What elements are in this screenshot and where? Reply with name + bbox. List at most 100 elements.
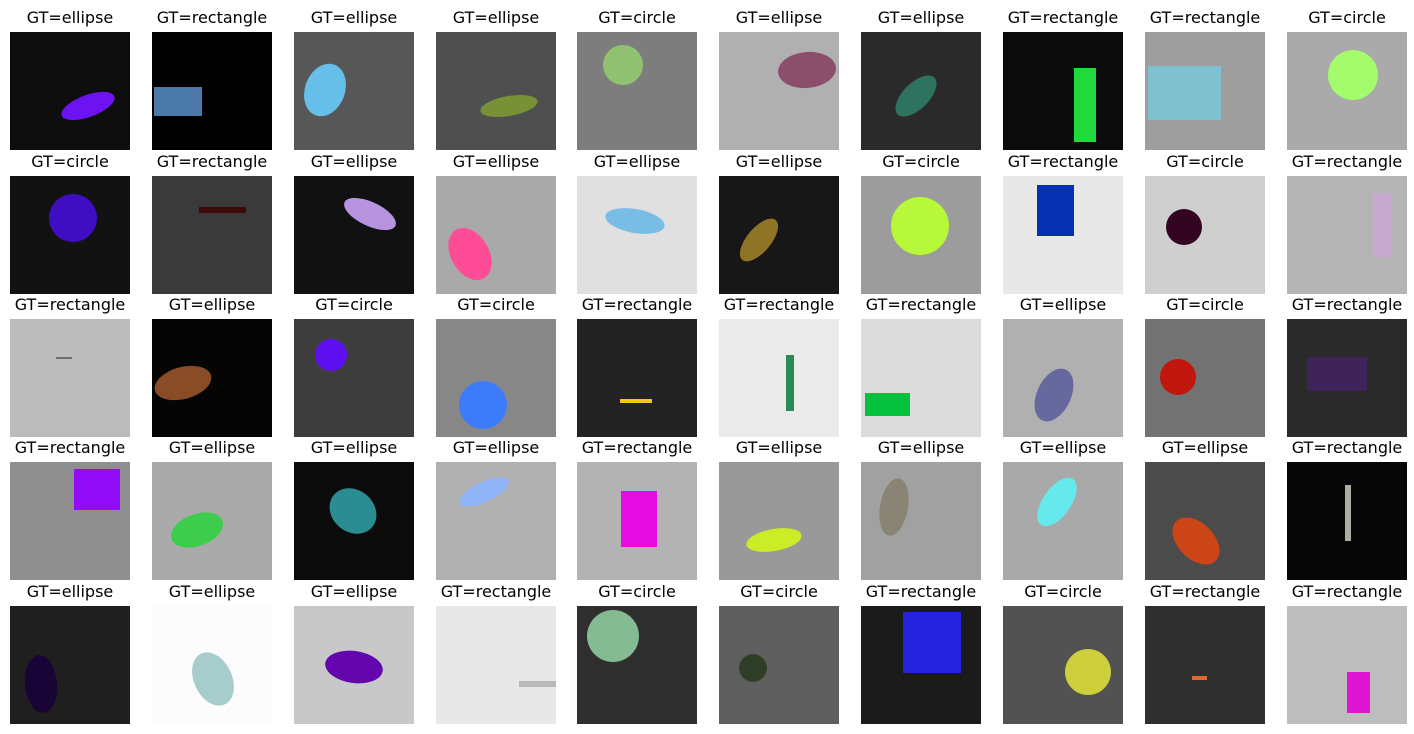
panel-background	[10, 32, 130, 150]
panel-label: GT=circle	[882, 152, 960, 171]
shape-image	[861, 462, 981, 580]
shape-canvas	[436, 176, 556, 294]
panel-label: GT=ellipse	[735, 8, 823, 27]
shape-canvas	[861, 32, 981, 150]
shape-image	[1003, 32, 1123, 150]
ellipse-shape	[304, 63, 346, 117]
shape-canvas	[10, 606, 130, 724]
shape-canvas	[719, 462, 839, 580]
shape-canvas	[577, 319, 697, 437]
shape-canvas	[1287, 32, 1407, 150]
shape-image	[861, 319, 981, 437]
panel-label: GT=ellipse	[310, 582, 398, 601]
panel-label: GT=ellipse	[168, 438, 256, 457]
panel-label: GT=rectangle	[1291, 438, 1403, 457]
shape-image	[10, 462, 130, 580]
shape-canvas	[861, 462, 981, 580]
panel-label: GT=circle	[598, 8, 676, 27]
shape-canvas	[577, 32, 697, 150]
shape-canvas	[1003, 32, 1123, 150]
shape-canvas	[719, 32, 839, 150]
shape-image	[577, 462, 697, 580]
ellipse-shape	[329, 488, 377, 534]
rectangle-shape	[56, 357, 72, 359]
panel-background	[719, 32, 839, 150]
shape-image	[577, 319, 697, 437]
shape-canvas	[577, 606, 697, 724]
shape-image	[1287, 319, 1407, 437]
shape-canvas	[1145, 176, 1265, 294]
shape-canvas	[1145, 606, 1265, 724]
shape-canvas	[1003, 462, 1123, 580]
rectangle-shape	[865, 393, 910, 416]
rectangle-shape	[620, 399, 652, 403]
shape-canvas	[152, 32, 272, 150]
shape-canvas	[294, 319, 414, 437]
panel-label: GT=ellipse	[877, 8, 965, 27]
shape-image	[152, 32, 272, 150]
rectangle-shape	[786, 355, 794, 411]
panel-label: GT=circle	[740, 582, 818, 601]
shape-canvas	[294, 462, 414, 580]
panel-label: GT=rectangle	[1007, 8, 1119, 27]
shape-image	[152, 606, 272, 724]
shape-canvas	[294, 176, 414, 294]
panel-label: GT=circle	[1166, 295, 1244, 314]
panel-label: GT=circle	[31, 152, 109, 171]
ellipse-shape	[1172, 517, 1220, 565]
shape-canvas	[436, 606, 556, 724]
ellipse-shape	[895, 75, 937, 117]
shape-image	[861, 32, 981, 150]
shape-canvas	[1287, 606, 1407, 724]
shape-canvas	[1145, 32, 1265, 150]
rectangle-shape	[1373, 193, 1392, 257]
panel-label: GT=ellipse	[877, 438, 965, 457]
shape-canvas	[152, 462, 272, 580]
shape-image	[1145, 319, 1265, 437]
ellipse-shape	[1034, 368, 1074, 422]
ellipse-shape	[480, 94, 538, 118]
panel-label: GT=rectangle	[156, 8, 268, 27]
shape-canvas	[861, 606, 981, 724]
ellipse-shape	[344, 197, 396, 231]
shape-canvas	[294, 32, 414, 150]
rectangle-shape	[903, 612, 961, 673]
ellipse-shape	[192, 652, 234, 706]
panel-label: GT=ellipse	[310, 152, 398, 171]
panel-label: GT=ellipse	[168, 582, 256, 601]
shape-image	[577, 176, 697, 294]
panel-label: GT=ellipse	[1161, 438, 1249, 457]
shape-canvas	[10, 32, 130, 150]
shape-canvas	[436, 319, 556, 437]
panel-background	[719, 176, 839, 294]
panel-label: GT=rectangle	[1007, 152, 1119, 171]
panel-background	[577, 32, 697, 150]
panel-label: GT=circle	[598, 582, 676, 601]
shape-image	[1287, 606, 1407, 724]
panel-label: GT=rectangle	[1149, 8, 1261, 27]
shape-image	[1287, 32, 1407, 150]
panel-label: GT=rectangle	[1149, 582, 1261, 601]
panel-background	[1145, 606, 1265, 724]
ellipse-shape	[459, 477, 509, 507]
panel-label: GT=ellipse	[593, 152, 681, 171]
circle-shape	[587, 610, 639, 662]
shape-canvas	[152, 606, 272, 724]
panel-label: GT=rectangle	[1291, 295, 1403, 314]
panel-label: GT=ellipse	[26, 8, 114, 27]
circle-shape	[1166, 209, 1202, 245]
panel-label: GT=circle	[1024, 582, 1102, 601]
ellipse-shape	[879, 478, 909, 536]
ellipse-shape	[325, 650, 383, 684]
circle-shape	[603, 45, 643, 85]
panel-label: GT=ellipse	[452, 8, 540, 27]
shape-image	[152, 462, 272, 580]
shape-image	[294, 462, 414, 580]
shape-image	[10, 176, 130, 294]
shape-image	[1145, 606, 1265, 724]
shape-canvas	[861, 319, 981, 437]
panel-label: GT=rectangle	[1291, 152, 1403, 171]
shape-image	[719, 176, 839, 294]
ellipse-shape	[154, 365, 212, 401]
